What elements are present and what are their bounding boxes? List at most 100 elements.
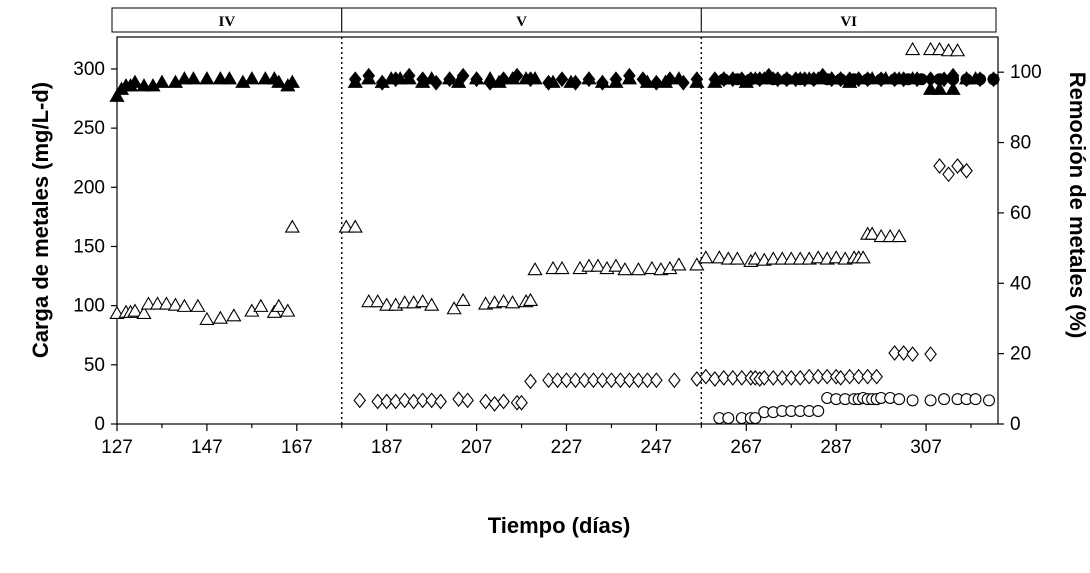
point-open-diamond — [717, 369, 731, 386]
point-open-diamond — [452, 391, 465, 408]
point-open-triangle — [127, 303, 143, 317]
plot-frame — [116, 36, 999, 425]
point-open-triangle — [949, 43, 966, 57]
phase-label: V — [516, 14, 527, 30]
point-open-triangle — [720, 251, 736, 265]
phase-box — [111, 7, 343, 33]
point-open-diamond — [614, 372, 627, 389]
y2-tick-label: 60 — [1010, 203, 1031, 224]
point-open-triangle — [446, 301, 462, 315]
point-open-diamond — [569, 372, 582, 389]
point-filled-diamond — [650, 74, 663, 91]
point-open-diamond — [497, 393, 510, 410]
point-open-triangle — [370, 293, 386, 308]
point-open-diamond — [861, 368, 874, 385]
point-open-diamond — [775, 369, 789, 386]
y-left-axis: 0 50 100 150 200 250 300 — [73, 59, 117, 435]
point-open-circle — [906, 394, 919, 407]
point-filled-diamond — [596, 74, 609, 91]
point-filled-circle — [875, 73, 888, 86]
point-open-diamond — [551, 372, 564, 389]
x-tick-label: 227 — [551, 437, 583, 458]
point-open-triangle — [424, 297, 440, 311]
point-open-triangle — [455, 292, 471, 307]
point-open-diamond — [425, 392, 438, 409]
x-tick-label: 127 — [101, 437, 133, 458]
point-open-diamond — [578, 372, 591, 389]
series-open-triangle — [109, 41, 966, 325]
y2-tick-label: 80 — [1010, 133, 1031, 154]
point-open-triangle — [608, 258, 624, 272]
point-open-diamond — [560, 372, 573, 389]
x-axis-title: Tiempo (días) — [488, 513, 631, 538]
point-open-diamond — [852, 368, 865, 385]
point-open-triangle — [167, 297, 184, 311]
x-axis: 127 147 167 187 207 227 247 267 287 307 — [101, 424, 972, 458]
series-filled-circle — [717, 73, 1000, 86]
point-open-triangle — [176, 298, 193, 312]
point-filled-triangle — [945, 81, 961, 95]
x-tick-label: 167 — [281, 437, 313, 458]
data-points — [109, 41, 1000, 425]
y-tick-label: 250 — [73, 118, 105, 139]
y-tick-label: 150 — [73, 236, 105, 257]
point-open-circle — [893, 393, 906, 406]
point-open-triangle — [783, 251, 799, 265]
phase-label: IV — [219, 14, 236, 30]
plot-area-border — [116, 36, 999, 425]
point-open-diamond — [897, 345, 910, 361]
point-filled-circle — [974, 73, 987, 86]
point-open-diamond — [933, 158, 946, 174]
point-filled-circle — [861, 73, 874, 86]
y-right-axis: 0 20 40 60 80 100 — [998, 62, 1042, 435]
point-filled-diamond — [623, 67, 636, 84]
point-open-diamond — [371, 393, 385, 410]
point-open-triangle — [864, 226, 880, 240]
y-tick-label: 200 — [73, 177, 105, 198]
y-tick-label: 100 — [73, 296, 105, 317]
point-open-diamond — [843, 368, 856, 385]
point-open-diamond — [434, 393, 447, 410]
point-open-diamond — [924, 346, 937, 363]
point-filled-circle — [848, 73, 861, 86]
point-open-diamond — [641, 372, 654, 389]
point-open-triangle — [590, 258, 606, 272]
y-right-axis-title: Remoción de metales (%) — [1065, 72, 1090, 339]
point-open-diamond — [488, 396, 501, 412]
point-filled-diamond — [389, 71, 402, 88]
series-open-diamond — [353, 158, 973, 412]
point-open-diamond — [353, 392, 367, 409]
point-filled-circle — [960, 73, 973, 86]
point-open-diamond — [870, 368, 883, 385]
point-filled-diamond — [456, 67, 470, 84]
y-tick-label: 0 — [94, 414, 105, 435]
phase-box — [341, 7, 702, 33]
x-tick-label: 307 — [910, 437, 942, 458]
point-open-diamond — [524, 373, 537, 390]
point-open-triangle — [284, 219, 300, 233]
point-filled-diamond — [510, 67, 524, 84]
point-open-diamond — [605, 372, 618, 389]
point-open-diamond — [461, 392, 474, 409]
point-open-triangle — [711, 250, 727, 264]
point-filled-diamond — [375, 74, 389, 91]
point-filled-circle — [753, 73, 766, 86]
point-open-diamond — [942, 166, 955, 183]
point-open-triangle — [347, 219, 363, 233]
point-filled-diamond — [470, 71, 483, 88]
point-filled-triangle — [199, 71, 215, 85]
point-filled-circle — [888, 73, 901, 86]
point-open-triangle — [545, 260, 561, 275]
point-open-triangle — [495, 293, 512, 308]
series-open-circle — [713, 391, 996, 425]
point-open-triangle — [855, 250, 871, 264]
point-open-triangle — [190, 298, 206, 312]
point-filled-diamond — [429, 74, 443, 91]
point-filled-diamond — [542, 74, 555, 91]
point-open-triangle — [931, 41, 948, 56]
point-open-triangle — [922, 41, 939, 56]
point-open-triangle — [904, 41, 921, 56]
point-open-diamond — [398, 392, 411, 409]
point-open-triangle — [140, 296, 157, 310]
x-tick-label: 187 — [371, 437, 403, 458]
